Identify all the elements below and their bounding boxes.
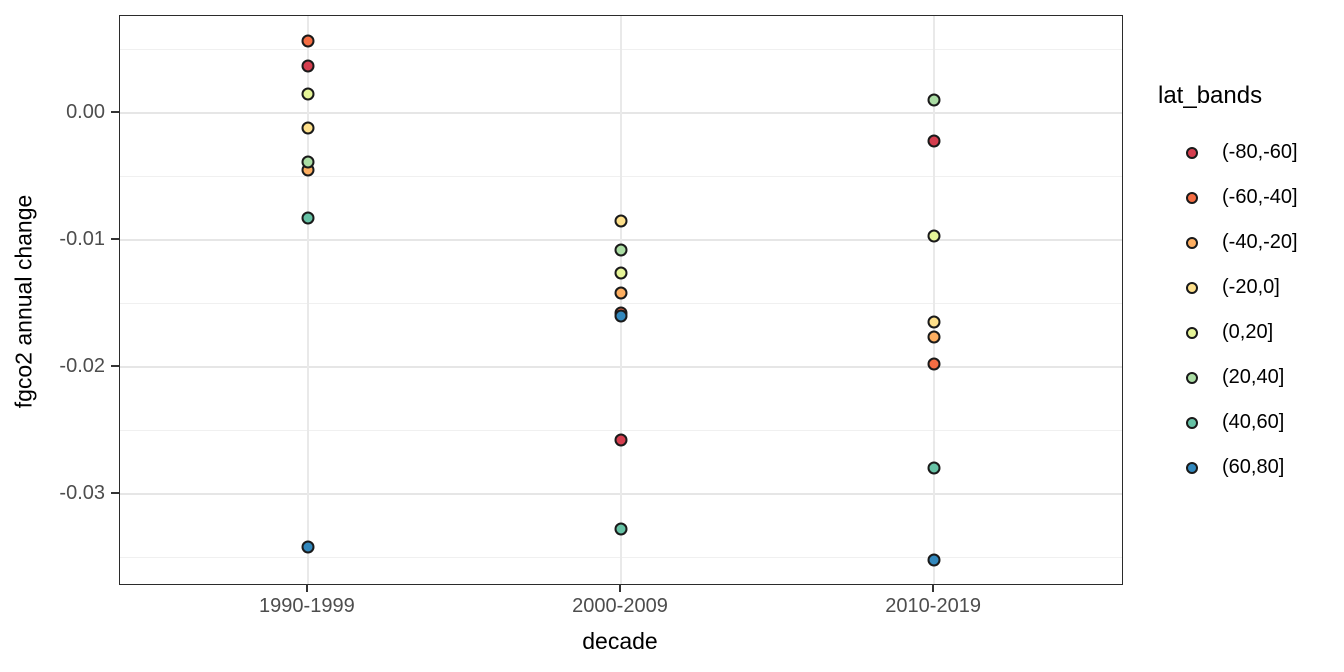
data-point [301,211,315,225]
y-tick-label: 0.00 [66,100,105,123]
legend-item: (40,60] [1158,400,1338,445]
data-point [927,330,941,344]
data-point [614,266,628,280]
legend-label: (40,60] [1222,411,1285,433]
legend-item: (-20,0] [1158,265,1338,310]
legend-key-circle [1186,236,1198,249]
y-axis-title: fgco2 annual change [10,194,37,409]
data-point [614,522,628,536]
x-tick-label: 1990-1999 [259,595,355,617]
legend-key-circle [1186,416,1198,429]
data-point [301,59,315,73]
gridline-vertical [306,16,309,584]
legend-label: (-20,0] [1222,276,1280,298]
data-point [927,553,941,567]
x-tick-mark [305,584,308,592]
legend-item: (20,40] [1158,355,1338,400]
data-point [301,540,315,554]
legend-key-circle [1186,191,1198,204]
legend-items: (-80,-60] (-60,-40] (-40,-20] (-20,0] (0,20]… [1158,130,1338,490]
legend-label: (60,80] [1222,456,1285,478]
data-point [927,357,941,371]
legend-item: (-40,-20] [1158,220,1338,265]
legend-title: lat_bands [1158,82,1263,109]
data-point [301,121,315,135]
x-tick-mark [932,584,935,592]
plot-panel [119,15,1123,585]
data-point [927,93,941,107]
legend-item: (-80,-60] [1158,130,1338,175]
legend-label: (-80,-60] [1222,141,1298,163]
legend-key-circle [1186,461,1198,474]
y-tick-mark [111,364,119,367]
legend-item: (60,80] [1158,445,1338,490]
data-point [301,87,315,100]
data-point [614,309,628,323]
x-axis-title: decade [582,628,658,654]
data-point [614,243,628,257]
gridline-vertical [620,16,622,584]
y-tick-label: -0.01 [59,227,105,250]
legend-label: (0,20] [1222,321,1274,343]
legend-key-circle [1186,326,1198,339]
y-tick-mark [111,237,119,240]
legend-key-circle [1186,146,1198,159]
data-point [927,229,941,243]
x-tick-label: 2000-2009 [572,595,668,617]
legend-label: (-60,-40] [1222,186,1298,208]
data-point [927,315,941,329]
legend-item: (0,20] [1158,310,1338,355]
data-point [614,214,628,228]
legend-label: (-40,-20] [1222,231,1298,253]
y-tick-label: -0.02 [59,354,105,377]
legend: lat_bands (-80,-60] (-60,-40] (-40,-20] (-2… [1158,82,1338,490]
y-tick-mark [111,491,119,494]
data-point [301,155,315,169]
y-tick-label: -0.03 [59,481,105,504]
x-tick-mark [619,584,621,592]
y-tick-mark [111,110,119,113]
gridline-vertical [933,16,936,584]
data-point [927,134,941,148]
data-point [614,433,628,447]
x-tick-label: 2010-2019 [885,595,981,617]
legend-item: (-60,-40] [1158,175,1338,220]
legend-label: (20,40] [1222,366,1285,388]
legend-key-circle [1186,371,1198,384]
data-point [301,34,315,48]
data-point [614,286,628,300]
data-point [927,461,941,475]
legend-key-circle [1186,281,1198,294]
